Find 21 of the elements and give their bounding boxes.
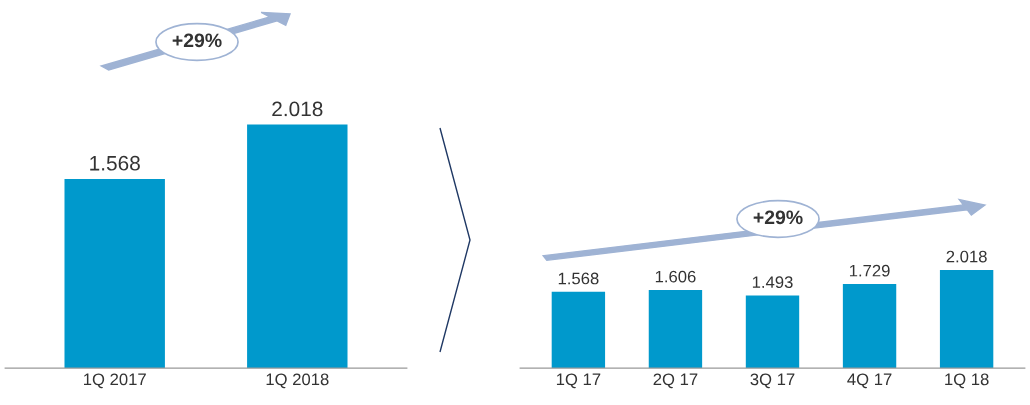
x-tick-label: 2Q 17 [653,373,698,389]
data-label: 1.568 [90,155,140,171]
x-tick-label: 1Q 2017 [84,373,146,389]
bar [648,289,703,369]
bar [939,269,994,369]
data-label: 1.493 [752,276,793,289]
x-tick-label: 3Q 17 [750,373,795,389]
data-label: 1.568 [558,272,599,285]
text: +29% [172,33,222,48]
bar [745,295,800,369]
data-label: 1.729 [849,264,890,277]
x-tick-label: 4Q 17 [847,373,892,389]
x-tick-label: 1Q 2018 [266,373,329,389]
text: +29% [753,210,803,225]
data-label: 1.606 [655,270,696,283]
bar [551,291,606,369]
x-tick-label: 1Q 18 [945,373,989,389]
data-label: 2.018 [946,250,987,263]
bar [842,284,897,369]
data-label: 2.018 [272,101,323,117]
x-tick-label: 1Q 17 [556,373,601,389]
